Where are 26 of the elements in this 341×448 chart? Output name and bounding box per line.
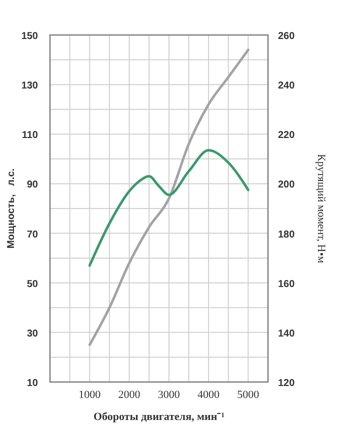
- y2-axis-title: Крутящий момент, Н•м: [315, 154, 327, 264]
- y-axis-title: Мощность, л.с.: [6, 168, 17, 249]
- y-tick-label: 10: [26, 378, 38, 389]
- y2-tick-label: 140: [278, 328, 296, 340]
- y-tick-label: 130: [21, 80, 38, 92]
- x-tick-label: 3000: [158, 389, 180, 401]
- y2-tick-label: 120: [278, 378, 296, 389]
- y2-tick-label: 180: [278, 229, 296, 240]
- line-series: [88, 149, 250, 267]
- y-tick-label: 110: [22, 130, 38, 142]
- x-tick-label: 5000: [237, 389, 260, 401]
- y2-tick-label: 220: [278, 130, 296, 142]
- y2-tick-label: 200: [278, 180, 296, 191]
- y2-tick-label: 260: [278, 31, 296, 42]
- x-axis-title: Обороты двигателя, мин⁻¹: [93, 411, 225, 423]
- y-tick-label: 30: [26, 328, 38, 340]
- y-tick-label: 70: [26, 229, 38, 240]
- x-tick-label: 4000: [198, 389, 220, 401]
- x-tick-label: 2000: [118, 389, 141, 401]
- x-tick-label: 1000: [78, 389, 102, 401]
- y-tick-label: 150: [21, 31, 38, 42]
- line-series: [88, 48, 250, 346]
- y-tick-label: 90: [26, 180, 38, 191]
- y-tick-label: 50: [26, 278, 38, 290]
- y2-tick-label: 160: [278, 278, 296, 290]
- y2-tick-label: 240: [278, 80, 296, 92]
